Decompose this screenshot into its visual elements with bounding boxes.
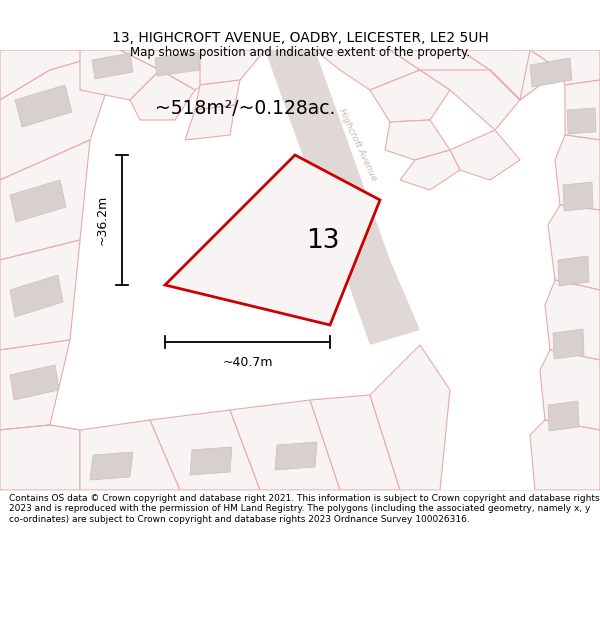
- Polygon shape: [340, 260, 420, 345]
- Polygon shape: [315, 50, 420, 90]
- Polygon shape: [540, 350, 600, 430]
- Polygon shape: [558, 256, 589, 286]
- Text: ~36.2m: ~36.2m: [95, 195, 109, 245]
- Polygon shape: [490, 50, 560, 100]
- Polygon shape: [230, 400, 340, 490]
- Polygon shape: [460, 50, 560, 100]
- Polygon shape: [420, 70, 520, 130]
- Polygon shape: [185, 105, 235, 140]
- Polygon shape: [0, 240, 80, 350]
- Polygon shape: [0, 140, 90, 260]
- Polygon shape: [275, 442, 317, 470]
- Polygon shape: [200, 50, 265, 85]
- Text: 13: 13: [306, 228, 339, 254]
- Polygon shape: [190, 447, 232, 475]
- Polygon shape: [565, 80, 600, 140]
- Polygon shape: [265, 50, 390, 260]
- Polygon shape: [0, 340, 70, 430]
- Polygon shape: [530, 50, 600, 85]
- Polygon shape: [80, 420, 180, 490]
- Polygon shape: [195, 80, 240, 110]
- Polygon shape: [530, 420, 600, 490]
- Text: 13, HIGHCROFT AVENUE, OADBY, LEICESTER, LE2 5UH: 13, HIGHCROFT AVENUE, OADBY, LEICESTER, …: [112, 31, 488, 44]
- Polygon shape: [90, 452, 133, 480]
- Polygon shape: [385, 120, 450, 160]
- Polygon shape: [310, 395, 400, 490]
- Text: ~518m²/~0.128ac.: ~518m²/~0.128ac.: [155, 99, 335, 118]
- Text: Contains OS data © Crown copyright and database right 2021. This information is : Contains OS data © Crown copyright and d…: [9, 494, 599, 524]
- Polygon shape: [0, 425, 80, 490]
- Polygon shape: [548, 401, 579, 431]
- Polygon shape: [370, 345, 450, 490]
- Polygon shape: [80, 50, 160, 100]
- Polygon shape: [555, 135, 600, 210]
- Polygon shape: [130, 70, 195, 120]
- Polygon shape: [0, 50, 120, 180]
- Polygon shape: [450, 130, 520, 180]
- Polygon shape: [0, 425, 80, 490]
- Polygon shape: [0, 50, 120, 100]
- Polygon shape: [370, 70, 450, 122]
- Polygon shape: [10, 180, 66, 222]
- Text: Map shows position and indicative extent of the property.: Map shows position and indicative extent…: [130, 46, 470, 59]
- Text: ~40.7m: ~40.7m: [222, 356, 273, 369]
- Polygon shape: [10, 365, 59, 400]
- Polygon shape: [530, 58, 572, 87]
- Polygon shape: [15, 85, 72, 127]
- Polygon shape: [545, 280, 600, 360]
- Polygon shape: [150, 410, 260, 490]
- Text: Highcroft Avenue: Highcroft Avenue: [337, 107, 379, 182]
- Polygon shape: [165, 155, 380, 325]
- Polygon shape: [120, 50, 230, 90]
- Polygon shape: [567, 108, 596, 134]
- Polygon shape: [563, 182, 593, 211]
- Polygon shape: [10, 275, 63, 317]
- Polygon shape: [548, 205, 600, 290]
- Polygon shape: [553, 329, 584, 359]
- Polygon shape: [390, 50, 490, 90]
- Polygon shape: [92, 53, 133, 79]
- Polygon shape: [400, 150, 460, 190]
- Polygon shape: [155, 52, 200, 76]
